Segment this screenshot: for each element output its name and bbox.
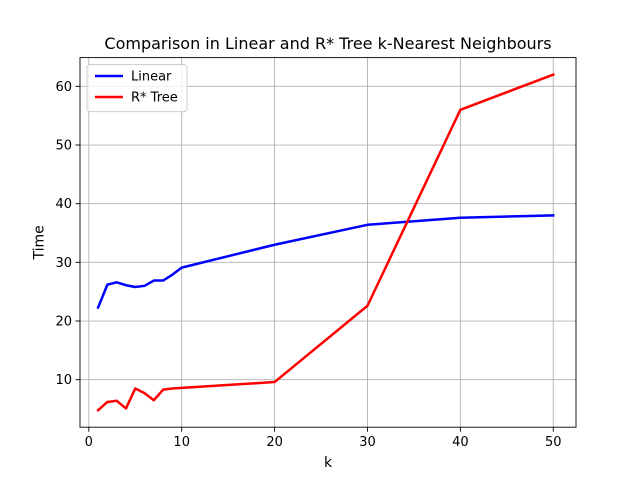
x-axis-label: k — [324, 455, 333, 471]
x-tick-label: 0 — [85, 435, 93, 450]
y-tick-label: 60 — [55, 80, 72, 95]
y-tick-label: 50 — [55, 139, 72, 154]
y-axis-ticks: 10 20 30 40 50 60 — [55, 80, 80, 388]
plot-frame — [79, 57, 577, 428]
y-tick-label: 20 — [55, 315, 72, 330]
y-tick-label: 30 — [55, 256, 72, 271]
y-tick-label: 40 — [55, 197, 72, 212]
x-tick-label: 40 — [452, 435, 469, 450]
x-tick-label: 10 — [173, 435, 190, 450]
legend-label-linear: Linear — [131, 70, 172, 85]
chart-title: Comparison in Linear and R* Tree k-Neare… — [104, 34, 551, 53]
x-tick-label: 20 — [266, 435, 283, 450]
series-line-r-star-tree — [96, 72, 555, 412]
x-axis-ticks: 0 10 20 30 40 50 — [85, 427, 562, 450]
series-layer — [96, 72, 555, 412]
y-tick-label: 10 — [55, 373, 72, 388]
legend-label-r-star-tree: R* Tree — [131, 91, 178, 106]
y-axis-label: Time — [32, 225, 48, 260]
legend: Linear R* Tree — [86, 64, 188, 113]
series-line-linear — [96, 214, 555, 310]
x-tick-label: 50 — [545, 435, 562, 450]
plot-area — [80, 57, 576, 428]
x-tick-label: 30 — [359, 435, 376, 450]
grid — [80, 57, 576, 428]
